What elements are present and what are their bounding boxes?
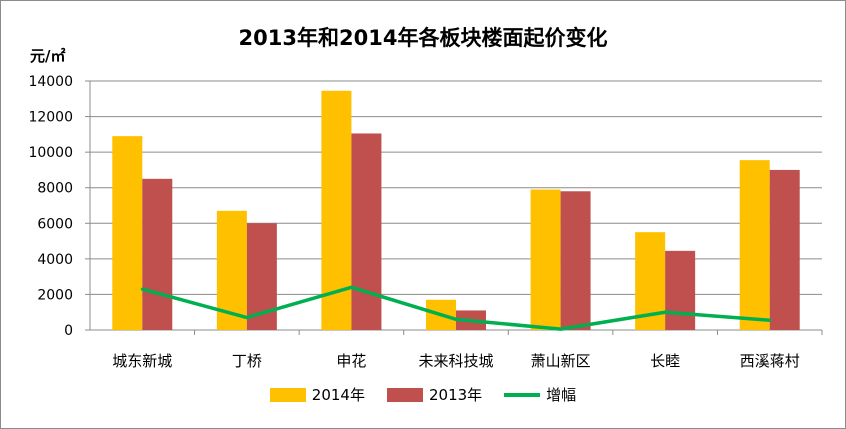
line-point	[140, 287, 144, 291]
y-tick-label: 14000	[28, 74, 73, 90]
chart-title: 2013年和2014年各板块楼面起价变化	[238, 26, 608, 50]
legend-swatch	[269, 387, 306, 402]
legend-swatch	[504, 392, 541, 397]
line-point	[349, 285, 353, 289]
line-point	[768, 318, 772, 322]
legend-item: 2013年	[386, 384, 483, 405]
bar	[351, 133, 382, 330]
line-point	[245, 316, 249, 320]
x-tick-label: 西溪蒋村	[740, 352, 800, 370]
bar	[665, 250, 696, 330]
x-tick-label: 未来科技城	[418, 352, 493, 370]
bar	[769, 169, 800, 330]
line-point	[559, 327, 563, 331]
bar	[530, 189, 561, 330]
y-tick-label: 12000	[28, 110, 73, 126]
legend-swatch	[386, 387, 423, 402]
y-tick-label: 6000	[37, 216, 73, 232]
y-tick-label: 8000	[37, 181, 73, 197]
line-point	[454, 317, 458, 321]
legend-label: 2013年	[428, 386, 483, 404]
y-tick-label: 4000	[37, 252, 73, 268]
y-axis-unit: 元/㎡	[30, 47, 66, 65]
y-tick-label: 2000	[37, 287, 73, 303]
bar	[739, 160, 770, 330]
legend-label: 2014年	[311, 386, 365, 404]
x-tick-label: 城东新城	[112, 352, 172, 370]
legend: 2014年 2013年 增幅	[0, 384, 846, 405]
legend-item: 增幅	[504, 384, 576, 405]
y-tick-label: 10000	[28, 145, 73, 161]
bar	[112, 136, 143, 330]
bar	[142, 178, 173, 330]
x-tick-label: 萧山新区	[531, 352, 591, 370]
legend-label: 增幅	[546, 386, 577, 404]
x-tick-label: 申花	[336, 352, 366, 370]
line-point	[663, 310, 667, 314]
bar	[560, 191, 591, 330]
legend-item: 2014年	[269, 384, 365, 405]
x-tick-label: 长睦	[650, 352, 680, 370]
y-tick-label: 0	[64, 323, 73, 339]
x-tick-label: 丁桥	[232, 352, 262, 370]
